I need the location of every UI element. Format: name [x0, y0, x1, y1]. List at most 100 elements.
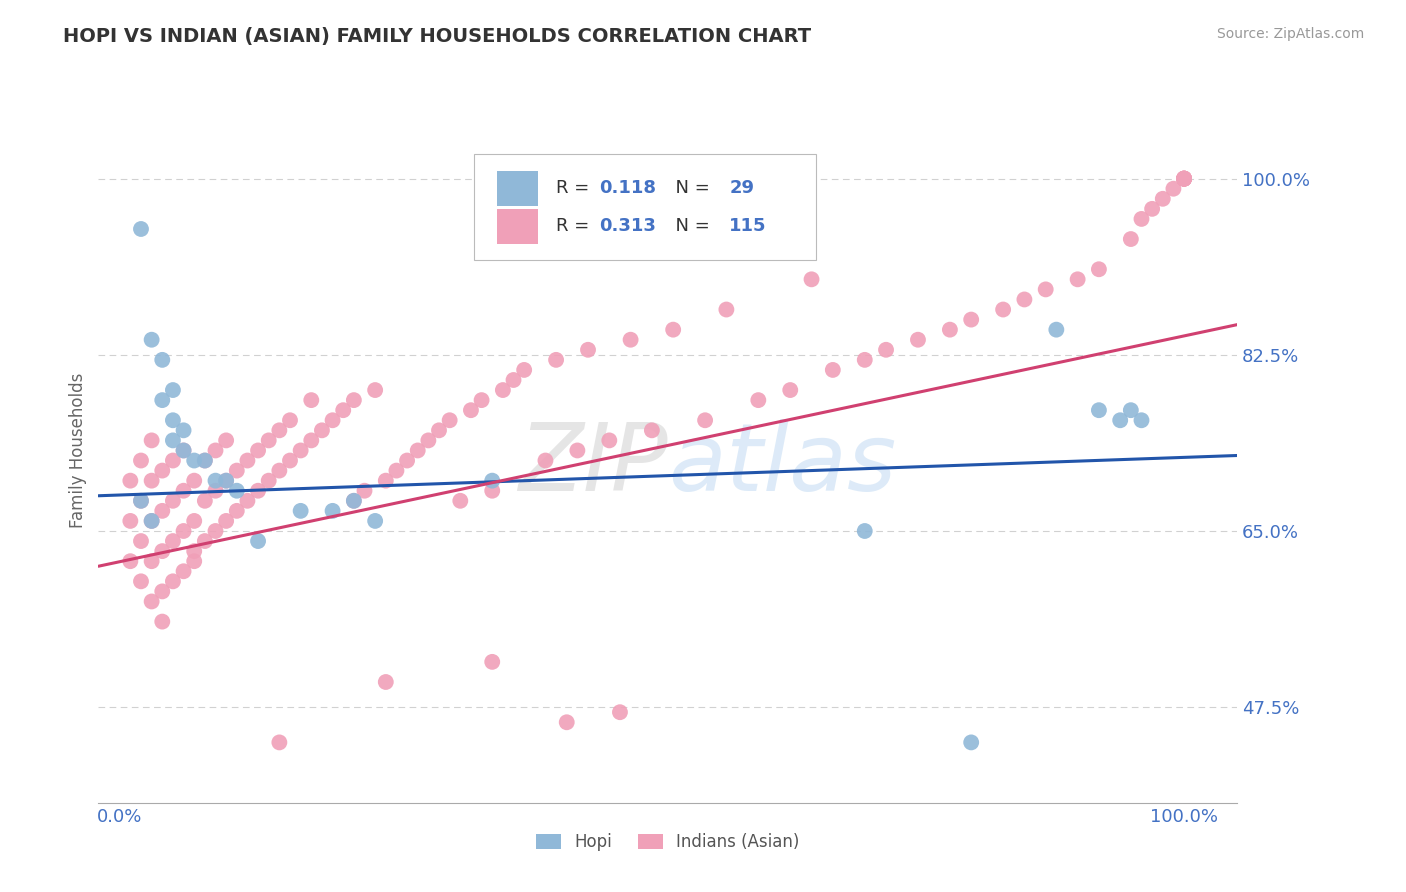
Point — [120, 554, 142, 568]
Point — [1152, 192, 1174, 206]
Point — [129, 453, 152, 467]
Point — [183, 514, 205, 528]
Point — [129, 534, 152, 549]
Point — [546, 352, 568, 367]
Point — [1173, 171, 1195, 186]
Point — [225, 504, 247, 518]
Point — [141, 594, 163, 608]
Point — [875, 343, 897, 357]
Point — [150, 352, 173, 367]
Point — [141, 333, 163, 347]
Point — [492, 383, 515, 397]
Point — [502, 373, 524, 387]
Point — [150, 615, 173, 629]
Point — [299, 393, 322, 408]
Text: HOPI VS INDIAN (ASIAN) FAMILY HOUSEHOLDS CORRELATION CHART: HOPI VS INDIAN (ASIAN) FAMILY HOUSEHOLDS… — [63, 27, 811, 45]
Point — [534, 453, 557, 467]
Point — [162, 453, 184, 467]
Point — [1173, 171, 1195, 186]
Point — [1035, 282, 1057, 296]
Text: 115: 115 — [730, 218, 766, 235]
Text: 0.313: 0.313 — [599, 218, 657, 235]
Point — [1173, 171, 1195, 186]
Point — [1130, 413, 1153, 427]
Point — [481, 474, 503, 488]
Point — [150, 393, 173, 408]
Point — [598, 434, 620, 448]
Point — [322, 413, 344, 427]
Point — [173, 524, 195, 538]
Point — [481, 655, 503, 669]
Point — [120, 474, 142, 488]
Point — [939, 323, 962, 337]
Point — [385, 464, 408, 478]
Point — [567, 443, 589, 458]
Point — [129, 222, 152, 236]
Point — [120, 514, 142, 528]
Point — [1066, 272, 1088, 286]
FancyBboxPatch shape — [474, 154, 815, 260]
Point — [269, 464, 291, 478]
Text: N =: N = — [665, 179, 716, 197]
Point — [141, 434, 163, 448]
Point — [641, 423, 664, 437]
Point — [364, 383, 387, 397]
Point — [374, 675, 396, 690]
Point — [183, 453, 205, 467]
Point — [269, 423, 291, 437]
FancyBboxPatch shape — [498, 171, 538, 205]
Point — [183, 544, 205, 558]
Point — [141, 554, 163, 568]
Point — [907, 333, 929, 347]
Point — [418, 434, 440, 448]
FancyBboxPatch shape — [498, 209, 538, 244]
Point — [332, 403, 354, 417]
Point — [427, 423, 450, 437]
Point — [236, 453, 259, 467]
Point — [853, 524, 876, 538]
Point — [396, 453, 419, 467]
Point — [1140, 202, 1163, 216]
Point — [247, 483, 270, 498]
Point — [183, 554, 205, 568]
Text: N =: N = — [665, 218, 716, 235]
Point — [236, 493, 259, 508]
Point — [215, 514, 238, 528]
Text: R =: R = — [557, 218, 595, 235]
Point — [1130, 211, 1153, 226]
Point — [374, 474, 396, 488]
Point — [290, 504, 312, 518]
Point — [257, 474, 280, 488]
Point — [215, 434, 238, 448]
Y-axis label: Family Households: Family Households — [69, 373, 87, 528]
Point — [513, 363, 536, 377]
Point — [141, 474, 163, 488]
Point — [162, 493, 184, 508]
Point — [225, 483, 247, 498]
Point — [555, 715, 578, 730]
Point — [853, 352, 876, 367]
Text: 0.118: 0.118 — [599, 179, 657, 197]
Point — [194, 453, 217, 467]
Legend: Hopi, Indians (Asian): Hopi, Indians (Asian) — [530, 827, 806, 858]
Point — [1119, 232, 1142, 246]
Point — [129, 493, 152, 508]
Point — [162, 383, 184, 397]
Point — [173, 483, 195, 498]
Point — [247, 443, 270, 458]
Point — [173, 443, 195, 458]
Point — [173, 423, 195, 437]
Point — [194, 493, 217, 508]
Point — [576, 343, 599, 357]
Point — [620, 333, 643, 347]
Point — [800, 272, 823, 286]
Point — [215, 474, 238, 488]
Point — [204, 443, 226, 458]
Point — [162, 434, 184, 448]
Point — [343, 393, 366, 408]
Point — [204, 524, 226, 538]
Point — [1088, 262, 1111, 277]
Point — [960, 735, 983, 749]
Point — [1173, 171, 1195, 186]
Point — [481, 483, 503, 498]
